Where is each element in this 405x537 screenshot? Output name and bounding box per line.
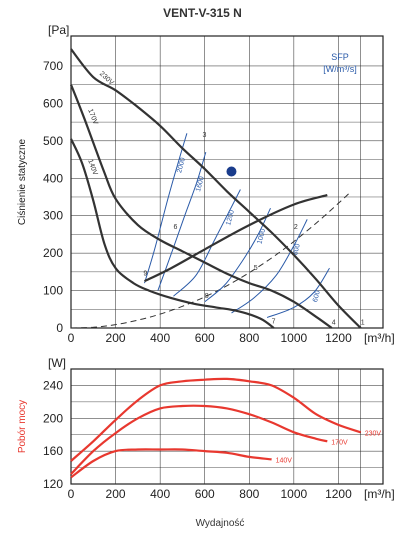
- pressure-y-tick-label: 600: [43, 96, 63, 110]
- pressure-x-tick-label: 1200: [325, 331, 352, 345]
- point-label-3: 3: [202, 132, 206, 139]
- point-label-6: 6: [174, 224, 178, 231]
- power-x-tick-label: 400: [150, 487, 170, 501]
- power-series-label-230V: 230V: [365, 430, 382, 437]
- power-y-tick-label: 160: [43, 444, 63, 458]
- power-x-tick-label: 1200: [325, 487, 352, 501]
- pressure-x-tick-label: 600: [195, 331, 215, 345]
- pressure-series-line-230V: [70, 48, 362, 329]
- power-y-tick-label: 240: [43, 378, 63, 392]
- power-x-tick-label: 1000: [281, 487, 308, 501]
- sfp-curve-label-800: 800: [292, 243, 302, 256]
- sfp-curve-1000: [204, 207, 271, 303]
- point-label-8: 8: [205, 293, 209, 300]
- pressure-x-tick-label: 200: [106, 331, 126, 345]
- pressure-y-tick-label: 200: [43, 246, 63, 260]
- pressure-y-tick-label: 500: [43, 134, 63, 148]
- power-series-label-140V: 140V: [276, 457, 293, 464]
- power-plot-frame: [70, 368, 384, 485]
- sfp-curve-2000: [144, 133, 188, 284]
- point-label-4: 4: [332, 319, 336, 326]
- x-axis-label: Wydajność: [195, 518, 245, 529]
- pressure-series-line-170V: [69, 84, 333, 329]
- sfp-curve-800: [231, 219, 308, 314]
- pressure-x-tick-label: 400: [150, 331, 170, 345]
- sfp-curve-label-1200: 1200: [225, 209, 236, 226]
- point-label-9: 9: [143, 271, 147, 278]
- point-label-5: 5: [254, 265, 258, 272]
- point-label-1: 1: [361, 319, 365, 326]
- pressure-series-line-140V: [70, 138, 275, 329]
- power-y-tick-label: 200: [43, 411, 63, 425]
- point-label-7: 7: [272, 319, 276, 326]
- system-curve: [70, 192, 350, 329]
- pressure-x-tick-label: 800: [239, 331, 259, 345]
- pressure-y-tick-label: 100: [43, 284, 63, 298]
- pressure-unit-label: [Pa]: [48, 23, 69, 37]
- sfp-legend-unit: [W/m³/s]: [323, 64, 357, 74]
- point-label-2: 2: [294, 224, 298, 231]
- sfp-curve-600: [266, 267, 330, 318]
- pressure-y-axis-label: Ciśnienie statyczne: [17, 138, 28, 225]
- power-series-line-230V: [70, 377, 362, 462]
- pressure-y-tick-label: 300: [43, 209, 63, 223]
- pressure-x-tick-label: 1000: [281, 331, 308, 345]
- power-series-line-140V: [70, 448, 272, 479]
- power-x-tick-label: 600: [195, 487, 215, 501]
- pressure-x-unit-label: [m³/h]: [364, 331, 395, 345]
- sfp-curve-label-600: 600: [312, 290, 322, 303]
- sfp-curve-label-1000: 1000: [256, 228, 267, 245]
- operating-point: [226, 166, 237, 177]
- chart-title: VENT-V-315 N: [163, 6, 242, 20]
- power-series-label-170V: 170V: [331, 439, 348, 446]
- sfp-curve-1200: [173, 189, 241, 297]
- power-y-tick-label: 120: [43, 477, 63, 491]
- sfp-curve-1600: [157, 151, 207, 291]
- pressure-y-tick-label: 400: [43, 171, 63, 185]
- power-x-tick-label: 200: [106, 487, 126, 501]
- pressure-plot-frame: [70, 35, 384, 329]
- power-x-unit-label: [m³/h]: [364, 487, 395, 501]
- pressure-series-line-load: [144, 194, 328, 283]
- power-x-tick-label: 800: [239, 487, 259, 501]
- sfp-curve-label-2000: 2000: [176, 157, 187, 174]
- power-series-line-170V: [70, 404, 328, 475]
- power-unit-label: [W]: [48, 356, 66, 370]
- pressure-y-tick-label: 0: [56, 321, 63, 335]
- pressure-x-tick-label: 0: [68, 331, 75, 345]
- power-x-tick-label: 0: [68, 487, 75, 501]
- power-y-axis-label: Pobór mocy: [17, 400, 28, 453]
- pressure-y-tick-label: 700: [43, 59, 63, 73]
- sfp-legend-title: SFP: [331, 52, 349, 62]
- sfp-curve-label-1600: 1600: [195, 176, 206, 193]
